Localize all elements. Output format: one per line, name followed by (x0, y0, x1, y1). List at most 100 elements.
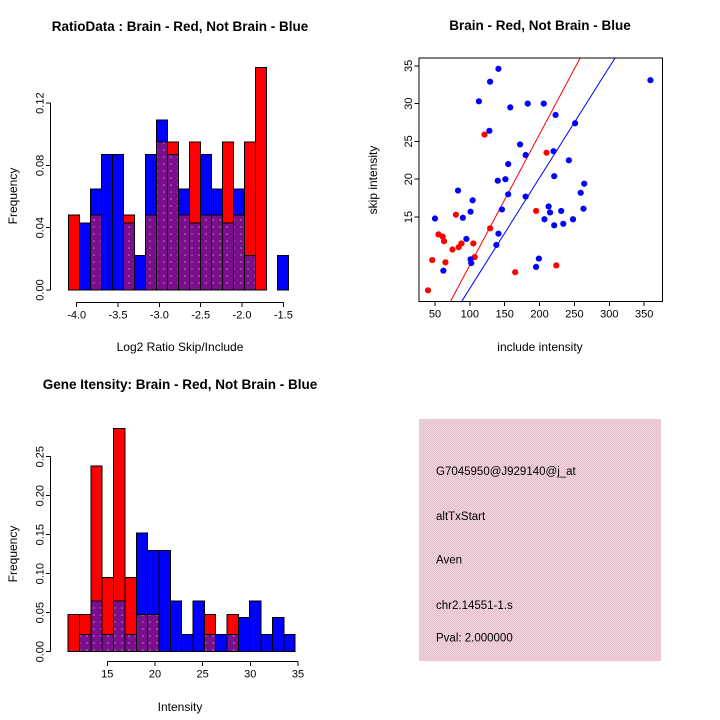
histogram-bar (254, 66, 267, 291)
x-axis-title: include intensity (497, 340, 582, 354)
x-tick-label: -3.5 (109, 309, 128, 321)
y-tick-label: 30 (403, 97, 415, 109)
panel-ratio-histogram: 0.00 0.04 0.08 0.12 -4.0 -3.5 -3.0 -2.5 -2.0 -1.5… (0, 0, 360, 360)
histogram-bar (111, 153, 124, 291)
data-point-blue (647, 77, 654, 84)
info-line-3: Aven (436, 555, 462, 567)
y-tick-label: 0.08 (35, 155, 47, 176)
data-point-blue (522, 151, 529, 159)
histogram-overlap-bar (147, 613, 160, 653)
data-point-blue (507, 104, 514, 111)
chart-title: RatioData : Brain - Red, Not Brain - Blu… (52, 19, 309, 34)
chart-title: Gene Itensity: Brain - Red, Not Brain - … (43, 377, 318, 392)
y-tick-label: 0.00 (35, 641, 47, 662)
data-point-blue (495, 65, 502, 72)
gene-info-box: G7045950@J929140@j_at altTxStart Aven chr2.… (419, 419, 661, 661)
histogram-overlap-bar (155, 141, 168, 291)
histogram-bar (67, 613, 81, 653)
data-point-blue (454, 187, 462, 194)
x-tick-label: 15 (101, 669, 113, 681)
data-point-blue (552, 111, 559, 119)
data-point-blue (493, 241, 500, 249)
histogram-overlap-bar (101, 634, 115, 653)
histogram-bar (192, 600, 205, 653)
y-tick-label: 25 (403, 135, 415, 147)
panel-intensity-scatter: 50 100 150 200 250 300 350 15 20 25 30 35 Brain - Re… (360, 0, 720, 360)
x-tick-label: 30 (244, 669, 256, 681)
data-point-blue (560, 220, 567, 227)
data-point-blue (467, 208, 474, 215)
data-point-blue (516, 141, 524, 148)
data-point-blue (494, 177, 501, 184)
histogram-overlap-bar (90, 600, 103, 653)
y-tick-label: 0.10 (35, 563, 47, 584)
data-point-blue (551, 222, 558, 229)
data-point-blue (551, 173, 558, 180)
x-tick-label: -2.5 (191, 309, 210, 321)
data-point-blue (541, 216, 548, 223)
y-tick-label: 0.15 (35, 524, 47, 545)
data-point-red (470, 240, 477, 247)
y-tick-label: 0.25 (35, 446, 47, 467)
y-axis-title: Frequency (6, 168, 20, 225)
y-tick-label: 0.20 (35, 485, 47, 506)
histogram-overlap-bar (221, 222, 234, 291)
data-point-blue (486, 127, 493, 134)
histogram-overlap-bar (79, 634, 92, 653)
data-point-blue (569, 216, 577, 223)
data-point-blue (440, 267, 447, 274)
histogram-overlap-bar (210, 214, 223, 291)
histogram-bar (271, 616, 285, 653)
histogram-overlap-bar (113, 600, 126, 653)
data-point-blue (459, 214, 466, 221)
data-point-blue (524, 100, 531, 107)
data-point-blue (431, 215, 439, 222)
data-point-blue (475, 98, 483, 105)
data-point-blue (540, 100, 547, 107)
x-tick-label: -3.0 (150, 309, 169, 321)
histogram-bar (249, 600, 262, 653)
histogram-overlap-bar (144, 214, 157, 291)
data-point-blue (505, 191, 512, 198)
data-point-red (442, 259, 449, 266)
data-point-red (481, 131, 488, 138)
data-point-blue (522, 193, 529, 200)
info-line-4: chr2.14551-1.s (436, 600, 513, 612)
x-tick-label: -1.5 (274, 309, 293, 321)
data-point-blue (532, 263, 540, 270)
y-tick-label: 0.00 (35, 279, 47, 300)
y-tick-label: 0.12 (35, 92, 47, 113)
histogram-overlap-bar (166, 153, 179, 291)
histogram-bar (100, 153, 113, 291)
data-point-red (553, 262, 560, 269)
data-point-blue (581, 180, 588, 187)
histogram-overlap-bar (199, 214, 212, 291)
histogram-overlap-bar (89, 214, 102, 291)
histogram-overlap-bar (203, 634, 217, 653)
histogram-bar (158, 549, 171, 653)
data-point-blue (495, 230, 502, 237)
histogram-overlap-bar (232, 214, 245, 291)
data-point-blue (486, 78, 494, 85)
data-point-blue (545, 203, 552, 210)
y-tick-label: 35 (403, 60, 415, 72)
x-axis-title: Log2 Ratio Skip/Include (117, 340, 244, 354)
data-point-red (424, 287, 432, 294)
histogram-overlap-bar (177, 214, 190, 291)
histogram-bar (169, 600, 183, 653)
histogram-bar (237, 616, 251, 653)
data-point-red (452, 211, 460, 218)
data-point-blue (469, 197, 476, 204)
data-point-blue (572, 120, 579, 127)
data-point-red (440, 238, 448, 245)
y-axis-title: skip intensity (366, 146, 380, 215)
histogram-bar (215, 634, 228, 653)
panel-gene-histogram: 0.00 0.05 0.10 0.15 0.20 0.25 15 20 25 30 35 Gene I… (0, 360, 360, 720)
plot-box (418, 57, 663, 303)
chart-title: Brain - Red, Not Brain - Blue (449, 18, 631, 33)
ratio-histogram-chart: 0.00 0.04 0.08 0.12 -4.0 -3.5 -3.0 -2.5 -2.0 -1.5… (6, 19, 309, 354)
info-line-2: altTxStart (436, 511, 486, 523)
data-point-red (458, 240, 465, 247)
histogram-bar (276, 255, 289, 291)
data-point-blue (558, 207, 565, 215)
